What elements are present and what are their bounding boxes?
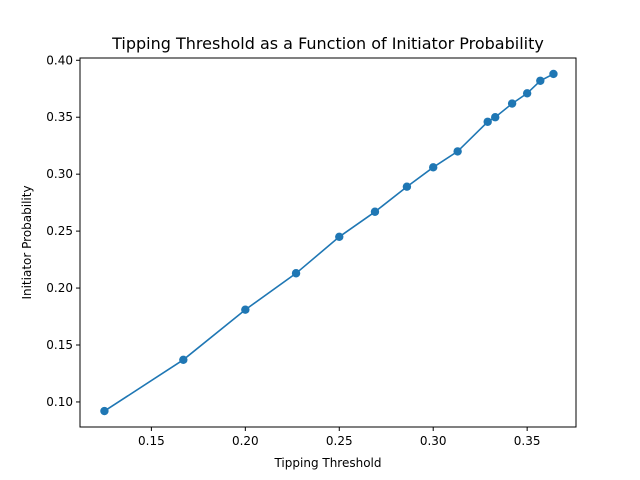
data-point: [491, 113, 500, 122]
data-point: [507, 99, 517, 108]
y-tick-label: 0.15: [46, 338, 73, 352]
data-point: [429, 163, 438, 172]
x-tick-label: 0.15: [138, 434, 165, 448]
data-point: [241, 305, 250, 314]
data-point: [522, 89, 532, 98]
x-axis-label: Tipping Threshold: [273, 456, 381, 470]
data-point: [291, 269, 301, 278]
x-tick-label: 0.25: [326, 434, 353, 448]
data-point: [536, 76, 545, 85]
data-point: [100, 406, 109, 416]
y-tick-label: 0.35: [46, 110, 73, 124]
plot-area: [100, 69, 558, 416]
y-axis: 0.10 0.15 0.20 0.25 0.30 0.35 0.40: [46, 53, 80, 409]
x-tick-label: 0.20: [232, 434, 259, 448]
x-tick-label: 0.35: [514, 434, 541, 448]
x-axis: 0.15 0.20 0.25 0.30 0.35: [138, 427, 541, 448]
axes-frame: [79, 57, 577, 428]
y-tick-label: 0.30: [46, 167, 73, 181]
data-point: [483, 117, 492, 126]
y-axis-label: Initiator Probability: [20, 185, 34, 299]
y-tick-label: 0.20: [46, 281, 73, 295]
data-point: [179, 355, 188, 365]
y-tick-label: 0.40: [46, 53, 73, 67]
data-point: [335, 232, 344, 242]
chart-title: Tipping Threshold as a Function of Initi…: [111, 34, 544, 53]
y-tick-label: 0.25: [46, 224, 73, 238]
data-point: [370, 207, 380, 216]
y-tick-label: 0.10: [46, 395, 73, 409]
data-point: [549, 69, 558, 79]
data-point: [453, 147, 462, 156]
data-point: [402, 182, 412, 191]
x-tick-label: 0.30: [420, 434, 447, 448]
